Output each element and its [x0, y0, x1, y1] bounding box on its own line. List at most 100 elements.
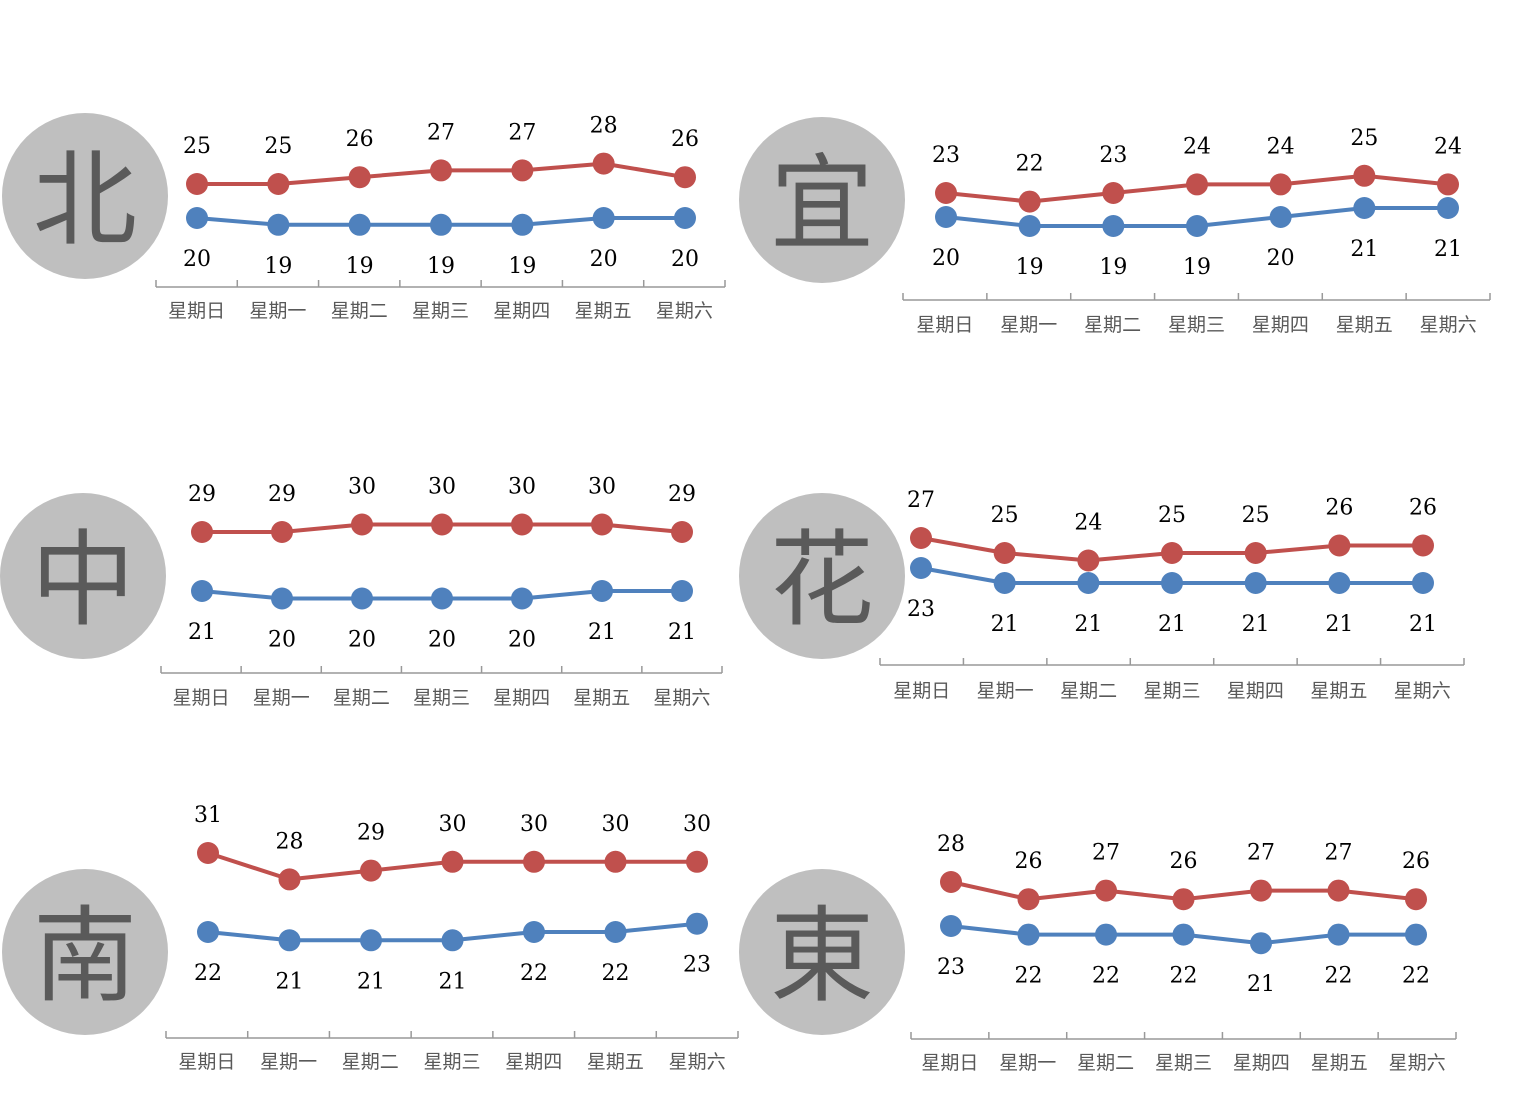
- high-temp-label: 26: [1015, 849, 1043, 874]
- low-temp-label: 21: [188, 620, 216, 645]
- low-temp-point: [1018, 215, 1041, 237]
- high-temp-label: 25: [1242, 503, 1270, 528]
- low-temp-label: 23: [683, 953, 711, 978]
- high-temp-label: 30: [348, 475, 376, 500]
- low-temp-label: 20: [1267, 246, 1295, 271]
- x-tick-label: 星期二: [1077, 1052, 1134, 1074]
- x-tick-label: 星期四: [1227, 680, 1284, 702]
- low-temp-point: [674, 207, 696, 229]
- low-temp-point: [686, 912, 708, 935]
- high-temp-label: 27: [427, 120, 455, 145]
- high-temp-point: [348, 166, 371, 189]
- region-circle: 花: [739, 493, 905, 659]
- high-temp-point: [1244, 542, 1267, 564]
- low-temp-label: 21: [1074, 612, 1102, 637]
- high-temp-label: 24: [1074, 511, 1102, 536]
- x-tick-label: 星期一: [1000, 314, 1057, 336]
- low-temp-label: 23: [937, 955, 965, 980]
- high-temp-point: [940, 871, 962, 893]
- high-temp-point: [910, 527, 932, 549]
- x-tick-label: 星期一: [249, 300, 306, 322]
- high-temp-point: [511, 159, 534, 182]
- low-temp-label: 22: [1092, 964, 1120, 989]
- low-temp-point: [191, 580, 213, 602]
- high-temp-point: [431, 513, 453, 536]
- low-temp-label: 20: [671, 247, 699, 272]
- high-temp-point: [1161, 542, 1183, 564]
- x-tick-label: 星期日: [916, 314, 973, 336]
- low-temp-point: [278, 929, 301, 952]
- low-temp-point: [197, 921, 219, 943]
- high-temp-label: 29: [268, 482, 296, 507]
- region-circle: 東: [739, 869, 905, 1035]
- low-temp-label: 20: [268, 628, 296, 653]
- high-temp-label: 23: [932, 143, 960, 168]
- high-temp-label: 26: [1402, 849, 1430, 874]
- low-temp-label: 19: [1183, 255, 1211, 280]
- low-temp-point: [993, 572, 1016, 594]
- high-temp-label: 26: [1325, 496, 1353, 521]
- low-temp-label: 21: [1325, 612, 1353, 637]
- region-circle: 南: [2, 869, 168, 1035]
- x-tick-label: 星期四: [493, 300, 550, 322]
- low-temp-point: [1327, 923, 1350, 946]
- high-temp-point: [1405, 888, 1427, 911]
- x-tick-label: 星期五: [575, 300, 632, 322]
- low-temp-point: [910, 557, 932, 579]
- high-temp-point: [191, 521, 213, 543]
- x-tick-label: 星期六: [1389, 1052, 1446, 1074]
- high-temp-label: 26: [1409, 496, 1437, 521]
- low-temp-label: 21: [1247, 972, 1275, 997]
- low-temp-point: [935, 206, 957, 228]
- x-tick-label: 星期四: [1233, 1052, 1290, 1074]
- low-temp-point: [1250, 932, 1272, 955]
- high-temp-label: 27: [1247, 841, 1275, 866]
- high-temp-point: [671, 521, 693, 543]
- low-temp-label: 22: [1325, 964, 1353, 989]
- high-temp-point: [360, 859, 382, 882]
- low-temp-label: 19: [508, 254, 536, 279]
- x-tick-label: 星期三: [412, 300, 469, 322]
- x-tick-label: 星期一: [977, 680, 1034, 702]
- x-tick-label: 星期三: [423, 1051, 480, 1073]
- high-temp-point: [1017, 888, 1040, 911]
- low-temp-label: 20: [508, 628, 536, 653]
- low-temp-label: 19: [1099, 255, 1127, 280]
- low-temp-point: [351, 587, 373, 610]
- low-temp-point: [1017, 923, 1040, 946]
- low-temp-label: 19: [346, 254, 374, 279]
- low-temp-label: 22: [520, 961, 548, 986]
- low-temp-label: 22: [194, 961, 222, 986]
- low-temp-label: 23: [907, 597, 935, 622]
- region-name: 東: [769, 895, 874, 1017]
- x-tick-label: 星期三: [1168, 314, 1225, 336]
- high-temp-label: 30: [683, 812, 711, 837]
- high-temp-label: 25: [1350, 126, 1378, 151]
- region-circle: 中: [0, 493, 166, 659]
- x-tick-label: 星期四: [1252, 314, 1309, 336]
- high-temp-point: [674, 166, 696, 189]
- high-temp-label: 27: [508, 120, 536, 145]
- high-temp-point: [441, 850, 464, 873]
- high-temp-point: [271, 521, 293, 543]
- high-temp-point: [592, 152, 615, 175]
- low-temp-point: [1095, 923, 1117, 946]
- high-temp-point: [604, 850, 627, 873]
- high-temp-point: [1353, 164, 1376, 187]
- high-temp-label: 27: [907, 488, 935, 513]
- region-name: 中: [30, 519, 135, 641]
- high-temp-point: [1328, 534, 1351, 557]
- x-tick-label: 星期三: [1143, 680, 1200, 702]
- high-temp-label: 24: [1267, 134, 1295, 159]
- high-temp-label: 25: [991, 503, 1019, 528]
- low-temp-label: 22: [602, 961, 630, 986]
- x-tick-label: 星期一: [260, 1051, 317, 1073]
- high-temp-label: 30: [588, 475, 616, 500]
- x-tick-label: 星期一: [999, 1052, 1056, 1074]
- x-tick-label: 星期二: [333, 687, 390, 709]
- region-name: 北: [32, 139, 137, 261]
- low-temp-label: 19: [264, 254, 292, 279]
- high-temp-label: 30: [439, 812, 467, 837]
- low-temp-point: [940, 915, 962, 937]
